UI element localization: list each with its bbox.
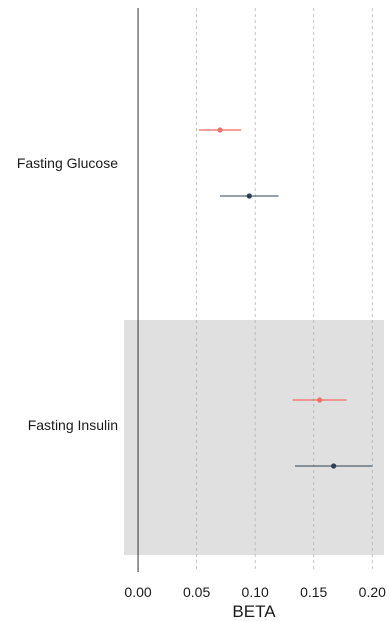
group-label: Fasting Glucose xyxy=(17,155,118,171)
x-tick-label: 0.10 xyxy=(242,584,269,600)
x-gridlines xyxy=(196,8,373,572)
x-tick-label: 0.00 xyxy=(124,584,151,600)
x-axis-ticks: 0.00 0.05 0.10 0.15 0.20 xyxy=(124,584,386,600)
group-label: Fasting Insulin xyxy=(28,417,118,433)
group-bands xyxy=(124,320,384,555)
x-tick-label: 0.15 xyxy=(300,584,327,600)
x-axis-title: BETA xyxy=(232,602,276,621)
estimate-point xyxy=(217,127,223,133)
estimates xyxy=(198,127,373,469)
estimate-point xyxy=(246,193,252,199)
group-labels: Fasting Glucose Fasting Insulin xyxy=(17,155,118,433)
estimate-point xyxy=(331,463,337,469)
x-tick-label: 0.05 xyxy=(183,584,210,600)
x-tick-label: 0.20 xyxy=(359,584,386,600)
group-band-shaded xyxy=(124,320,384,555)
estimate-point xyxy=(316,397,323,403)
